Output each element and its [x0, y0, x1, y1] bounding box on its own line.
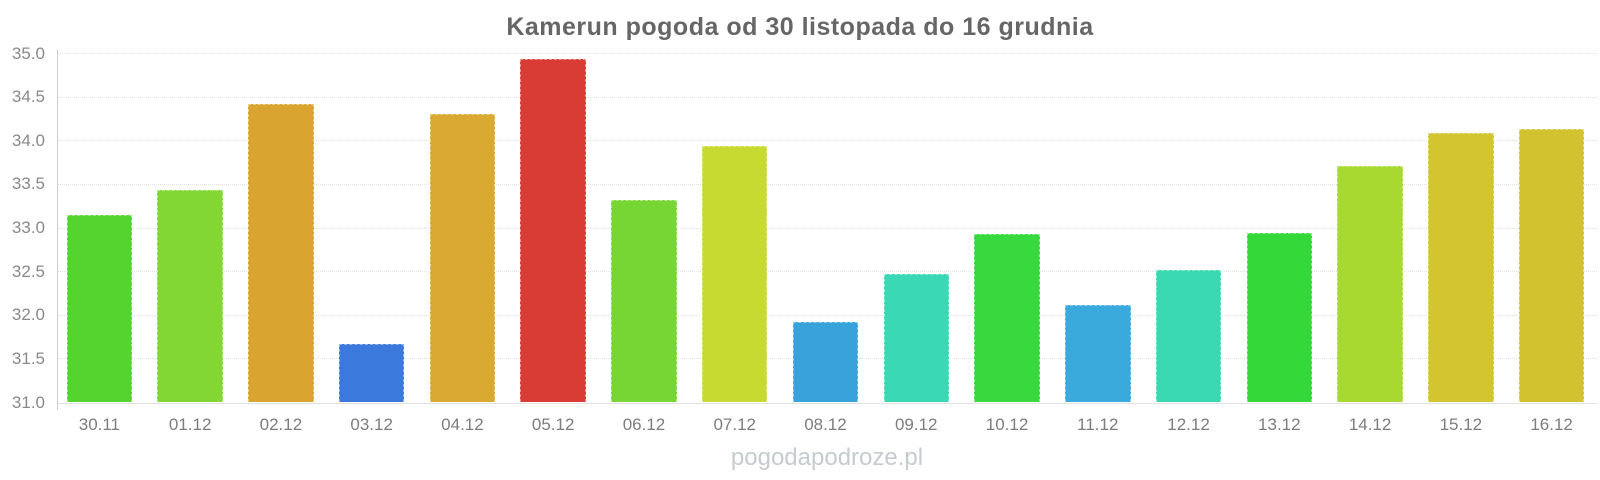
- gridline-34.0: [57, 140, 1597, 142]
- y-axis-label-32.0: 32.0: [11, 305, 45, 325]
- y-axis-label-34.0: 34.0: [11, 130, 45, 150]
- x-axis-label-15.12: 15.12: [1439, 415, 1483, 434]
- bar-30.11[interactable]: [66, 215, 133, 402]
- x-axis-label-13.12: 13.12: [1258, 415, 1301, 434]
- x-axis-label-02.12: 02.12: [259, 415, 303, 434]
- x-axis-label-10.12: 10.12: [985, 415, 1029, 434]
- bar-16.12[interactable]: [1518, 128, 1585, 402]
- bar-04.12[interactable]: [429, 114, 496, 402]
- x-axis-label-01.12: 01.12: [168, 415, 212, 434]
- bar-11.12[interactable]: [1065, 305, 1131, 402]
- gridline-35.0: [57, 53, 1597, 54]
- x-axis-label-08.12: 08.12: [804, 415, 847, 434]
- bar-12.12[interactable]: [1155, 270, 1222, 402]
- bar-07.12[interactable]: [701, 146, 768, 402]
- x-axis-label-14.12: 14.12: [1348, 415, 1392, 434]
- bar-13.12[interactable]: [1246, 232, 1313, 402]
- x-axis-label-30.11: 30.11: [78, 415, 121, 434]
- x-axis-label-04.12: 04.12: [441, 415, 484, 434]
- x-axis-label-05.12: 05.12: [531, 415, 575, 434]
- bar-14.12[interactable]: [1337, 166, 1403, 402]
- watermark: pogodapodroze.pl: [730, 444, 924, 471]
- y-axis-label-31.5: 31.5: [11, 348, 45, 368]
- gridline-33.0: [57, 227, 1597, 229]
- bar-01.12[interactable]: [157, 189, 223, 402]
- y-axis-label-35.0: 35.0: [11, 43, 45, 63]
- gridline-32.5: [57, 271, 1597, 273]
- y-axis-label-33.0: 33.0: [11, 218, 45, 237]
- x-axis-label-06.12: 06.12: [622, 415, 666, 434]
- x-axis-line: [57, 403, 1597, 404]
- x-axis-label-03.12: 03.12: [350, 415, 393, 434]
- y-axis-line: [57, 50, 58, 410]
- chart-title: Kamerun pogoda od 30 listopada do 16 gru…: [506, 13, 1094, 41]
- gridline-32.0: [57, 314, 1597, 316]
- bar-09.12[interactable]: [883, 273, 949, 402]
- y-axis-label-32.5: 32.5: [11, 261, 45, 281]
- y-axis-label-34.5: 34.5: [11, 87, 45, 107]
- x-axis-label-12.12: 12.12: [1167, 415, 1210, 434]
- bar-02.12[interactable]: [248, 104, 314, 402]
- x-axis-label-11.12: 11.12: [1077, 415, 1119, 434]
- bar-15.12[interactable]: [1428, 133, 1494, 402]
- gridline-34.5: [57, 96, 1597, 98]
- x-axis-label-07.12: 07.12: [713, 415, 756, 434]
- bar-03.12[interactable]: [338, 343, 405, 402]
- bar-10.12[interactable]: [974, 234, 1040, 402]
- gridline-33.5: [57, 183, 1597, 185]
- bar-05.12[interactable]: [520, 59, 586, 402]
- x-axis-label-09.12: 09.12: [894, 415, 938, 434]
- bar-08.12[interactable]: [792, 321, 859, 402]
- y-axis-label-31.0: 31.0: [11, 392, 45, 412]
- y-axis-label-33.5: 33.5: [11, 174, 45, 194]
- bar-06.12[interactable]: [611, 200, 677, 402]
- x-axis-label-16.12: 16.12: [1530, 415, 1573, 434]
